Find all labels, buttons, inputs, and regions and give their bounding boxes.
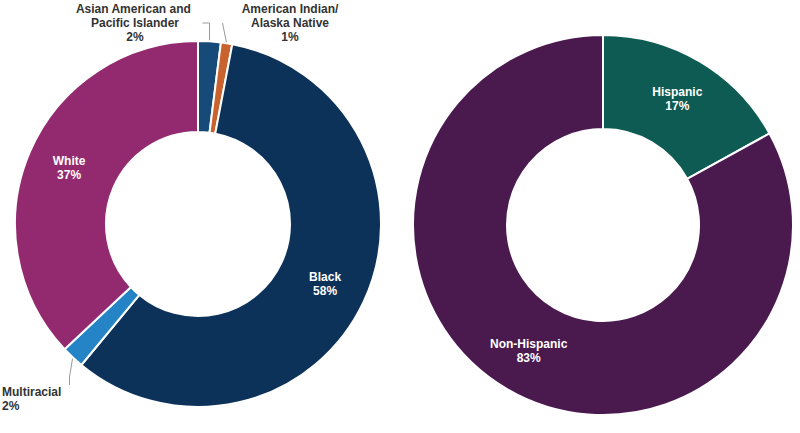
- svg-text:2%: 2%: [126, 30, 144, 44]
- svg-text:58%: 58%: [313, 284, 337, 298]
- svg-text:2%: 2%: [2, 399, 20, 413]
- svg-text:83%: 83%: [517, 351, 541, 365]
- svg-text:American Indian/: American Indian/: [242, 2, 339, 16]
- svg-text:Alaska Native: Alaska Native: [251, 16, 329, 30]
- svg-text:Asian American and: Asian American and: [76, 2, 194, 16]
- svg-text:1%: 1%: [281, 30, 299, 44]
- svg-text:Multiracial: Multiracial: [2, 385, 61, 399]
- svg-text:37%: 37%: [57, 168, 81, 182]
- svg-text:Non-Hispanic: Non-Hispanic: [490, 337, 568, 351]
- svg-text:Hispanic: Hispanic: [652, 85, 702, 99]
- svg-text:White: White: [53, 154, 86, 168]
- svg-text:17%: 17%: [665, 99, 689, 113]
- svg-text:Pacific Islander: Pacific Islander: [91, 16, 179, 30]
- svg-text:Black: Black: [309, 270, 341, 284]
